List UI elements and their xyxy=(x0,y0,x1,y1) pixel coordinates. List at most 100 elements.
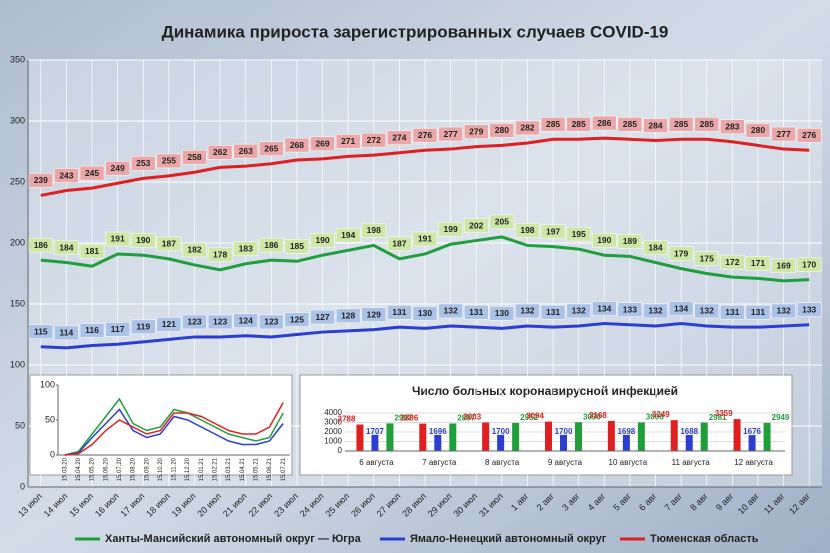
data-label: 285 xyxy=(623,119,637,129)
data-label: 285 xyxy=(700,119,714,129)
data-label: 171 xyxy=(751,258,765,268)
label-box xyxy=(592,115,617,131)
data-label: 129 xyxy=(367,309,381,319)
data-label: 283 xyxy=(725,121,739,131)
bar xyxy=(482,422,490,451)
x-tick-label: 15.06.20 xyxy=(103,457,109,481)
inset-chart xyxy=(29,374,293,476)
data-label: 184 xyxy=(59,242,73,252)
label-box xyxy=(515,303,540,319)
label-box xyxy=(438,126,463,142)
label-box xyxy=(592,232,617,248)
x-tick-label: 15.09.20 xyxy=(144,457,150,481)
label-box xyxy=(131,156,156,171)
y-tick-label: 2000 xyxy=(324,427,342,436)
data-label: 239 xyxy=(34,175,48,185)
x-tick-label: 12 августа xyxy=(734,458,773,467)
y-tick-label: 0 xyxy=(20,481,25,491)
data-label: 183 xyxy=(239,243,253,253)
data-label: 132 xyxy=(444,306,458,316)
data-label: 123 xyxy=(213,317,227,327)
y-tick-label: 0 xyxy=(338,446,343,455)
data-label: 134 xyxy=(597,303,611,313)
label-box xyxy=(233,313,258,328)
data-label: 265 xyxy=(264,143,278,153)
data-label: 190 xyxy=(136,235,150,245)
data-label: 115 xyxy=(34,326,48,336)
data-label: 262 xyxy=(213,147,227,157)
label-box xyxy=(796,257,822,272)
data-label: 280 xyxy=(495,125,509,135)
data-label: 255 xyxy=(162,156,176,166)
label-box xyxy=(540,304,566,320)
data-label: 198 xyxy=(520,225,534,235)
label-box xyxy=(566,303,591,319)
label-box xyxy=(79,323,105,338)
series-line xyxy=(64,408,284,456)
label-box xyxy=(771,303,796,319)
x-tick-label: 15.12.20 xyxy=(185,457,191,481)
data-label: 116 xyxy=(85,325,99,335)
x-tick-label: 15.07.21 xyxy=(281,457,287,481)
label-box xyxy=(284,137,310,153)
data-label: 132 xyxy=(648,306,662,316)
x-tick-label: 15.04.20 xyxy=(76,457,82,481)
label-box xyxy=(412,128,438,143)
data-label: 2952 xyxy=(520,413,538,422)
label-box xyxy=(566,117,591,132)
x-tick-label: 8 августа xyxy=(485,458,520,467)
label-box xyxy=(207,314,233,330)
data-label: 277 xyxy=(444,129,458,139)
bar xyxy=(748,435,756,451)
label-box xyxy=(771,258,796,274)
y-tick-label: 100 xyxy=(40,379,55,389)
x-tick-label: 15.05.21 xyxy=(253,457,259,481)
data-label: 123 xyxy=(187,317,201,327)
data-label: 127 xyxy=(315,312,329,322)
x-tick-label: 11 августа xyxy=(672,458,711,467)
label-box xyxy=(387,130,412,145)
label-box xyxy=(233,143,258,159)
x-tick-label: 9 августа xyxy=(548,458,583,467)
data-label: 114 xyxy=(60,328,74,338)
y-tick-label: 300 xyxy=(10,115,25,125)
label-box xyxy=(156,153,182,169)
x-tick-label: 15.10.20 xyxy=(158,457,164,481)
x-tick-label: 15.01.21 xyxy=(199,457,205,481)
label-box xyxy=(54,325,79,341)
bar xyxy=(685,434,693,451)
data-label: 282 xyxy=(520,123,534,133)
data-label: 199 xyxy=(444,224,458,234)
label-box xyxy=(284,312,310,327)
label-box xyxy=(540,117,566,132)
data-label: 191 xyxy=(111,234,125,244)
bar xyxy=(607,420,615,451)
label-box xyxy=(489,123,515,138)
data-label: 178 xyxy=(213,250,227,260)
y-tick-label: 150 xyxy=(10,298,25,308)
label-box xyxy=(105,160,130,176)
x-tick-label: 15.07.20 xyxy=(117,457,123,481)
label-box xyxy=(79,165,105,181)
label-box xyxy=(515,223,540,238)
label-box xyxy=(745,304,771,320)
label-box xyxy=(28,237,54,253)
label-box xyxy=(310,309,335,325)
data-label: 186 xyxy=(34,240,48,250)
bar xyxy=(763,422,771,451)
label-box xyxy=(361,307,387,322)
data-label: 197 xyxy=(546,226,560,236)
label-box xyxy=(207,247,233,263)
label-box xyxy=(361,223,387,238)
y-tick-label: 200 xyxy=(10,237,25,247)
data-label: 181 xyxy=(85,246,99,256)
label-box xyxy=(28,324,54,339)
data-label: 125 xyxy=(290,314,304,324)
data-label: 175 xyxy=(700,253,714,263)
data-label: 131 xyxy=(725,307,739,317)
data-label: 132 xyxy=(776,306,790,316)
label-box xyxy=(131,319,156,335)
label-box xyxy=(566,226,591,242)
data-label: 186 xyxy=(264,240,278,250)
data-label: 271 xyxy=(341,136,355,146)
